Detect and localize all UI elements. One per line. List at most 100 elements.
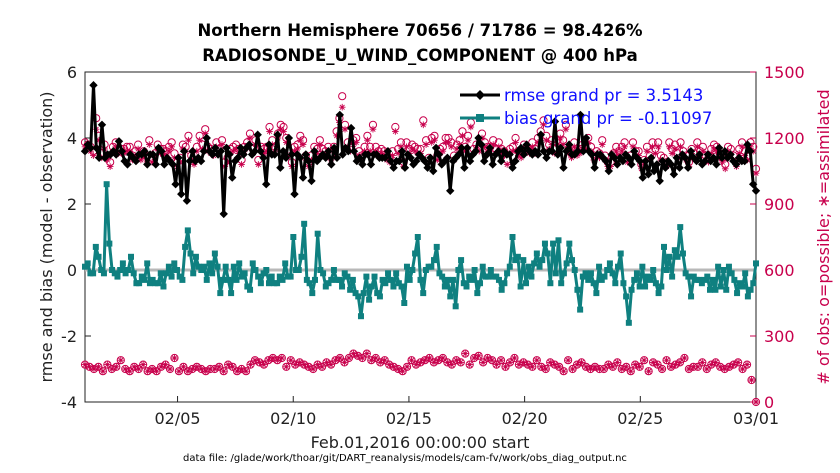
rmse-point — [471, 147, 480, 156]
rmse-point — [168, 160, 177, 169]
bias-point — [352, 290, 359, 297]
obs-possible-point — [564, 356, 573, 365]
obs-assimilated-point — [426, 354, 433, 362]
bias-point — [155, 280, 162, 287]
obs-assimilated-point — [314, 361, 321, 368]
obs-possible-point — [479, 358, 488, 367]
obs-assimilated-point — [713, 147, 721, 155]
obs-assimilated-point — [495, 143, 503, 151]
rmse-point — [423, 163, 432, 172]
bias-point — [517, 283, 524, 290]
obs-assimilated-point — [456, 141, 463, 148]
bias-point — [355, 293, 362, 300]
obs-assimilated-point — [721, 365, 728, 373]
bias-point — [206, 260, 213, 267]
bias-point — [550, 240, 557, 247]
obs-possible-point — [224, 360, 233, 369]
rmse-point — [649, 166, 659, 176]
obs-possible-point — [344, 353, 354, 363]
rmse-point — [720, 147, 730, 156]
rmse-point — [496, 156, 506, 166]
obs-assimilated-point — [134, 145, 142, 153]
obs-possible-point — [241, 367, 251, 376]
bias-point — [666, 253, 673, 260]
obs-possible-point — [335, 353, 345, 363]
obs-assimilated-point — [372, 354, 380, 362]
rmse-point — [556, 143, 565, 153]
chart-subtitle: RADIOSONDE_U_WIND_COMPONENT @ 400 hPa — [202, 46, 638, 65]
bias-point — [317, 267, 324, 273]
obs-assimilated-point — [551, 150, 558, 157]
rmse-point — [740, 156, 749, 166]
obs-possible-point — [85, 362, 94, 371]
rmse-point — [372, 150, 381, 159]
obs-possible-point — [586, 364, 595, 374]
bias-point — [707, 286, 714, 293]
obs-possible-point — [152, 367, 161, 376]
obs-possible-point — [139, 360, 148, 369]
y2-tick-label: 900 — [764, 195, 795, 214]
bias-point — [328, 276, 335, 283]
y-axis-label: rmse and bias (model - observation) — [37, 91, 56, 382]
obs-assimilated-point — [81, 143, 89, 151]
bias-point — [144, 260, 151, 267]
obs-possible-point — [465, 360, 474, 369]
bias-point — [176, 273, 183, 280]
obs-assimilated-point — [445, 139, 452, 146]
obs-assimilated-point — [184, 367, 192, 375]
bias-point — [403, 263, 410, 270]
rmse-point — [213, 150, 223, 159]
bias-point — [523, 280, 530, 287]
obs-assimilated-point — [645, 367, 652, 375]
y2-tick-label: 1500 — [764, 63, 805, 82]
bias-point — [463, 283, 470, 290]
rmse-point — [97, 120, 107, 129]
bias-point — [244, 283, 251, 290]
bias-point — [498, 286, 505, 293]
bias-point — [214, 263, 221, 270]
obs-assimilated-point — [359, 354, 366, 362]
rmse-point — [202, 133, 211, 143]
bias-point — [390, 283, 397, 290]
bias-point — [485, 273, 492, 280]
bias-point — [531, 260, 538, 267]
obs-assimilated-point — [534, 139, 542, 146]
rmse-point — [219, 209, 228, 219]
obs-assimilated-point — [291, 361, 299, 368]
obs-possible-point — [103, 360, 112, 369]
bias-point — [690, 273, 697, 280]
bias-point — [441, 283, 448, 290]
rmse-point — [480, 156, 489, 166]
obs-assimilated-point — [193, 363, 201, 371]
obs-assimilated-point — [621, 143, 628, 151]
rmse-point — [675, 163, 684, 172]
obs-assimilated-point — [503, 161, 511, 168]
obs-assimilated-point — [316, 141, 324, 148]
obs-assimilated-point — [506, 359, 514, 366]
bias-point — [525, 263, 532, 270]
obs-possible-point — [237, 364, 246, 374]
obs-assimilated-point — [378, 150, 385, 157]
obs-assimilated-point — [690, 363, 697, 371]
rmse-point — [225, 150, 234, 159]
obs-possible-point — [255, 358, 264, 367]
rmse-point — [641, 156, 650, 166]
bias-point — [406, 276, 413, 283]
obs-assimilated-point — [707, 361, 715, 368]
obs-assimilated-point — [108, 365, 116, 373]
rmse-point — [559, 163, 568, 172]
rmse-point — [318, 150, 328, 159]
obs-assimilated-point — [719, 158, 726, 166]
bias-point — [98, 267, 105, 273]
rmse-point — [276, 163, 285, 172]
bias-point — [276, 273, 283, 280]
bias-point — [236, 260, 243, 267]
bias-point — [347, 286, 354, 293]
legend-bias-marker — [476, 114, 484, 122]
obs-assimilated-point — [694, 363, 702, 371]
obs-assimilated-point — [721, 165, 729, 173]
obs-assimilated-point — [479, 359, 487, 366]
bias-point — [753, 260, 759, 267]
bias-point — [287, 273, 294, 280]
bias-point — [604, 267, 611, 273]
